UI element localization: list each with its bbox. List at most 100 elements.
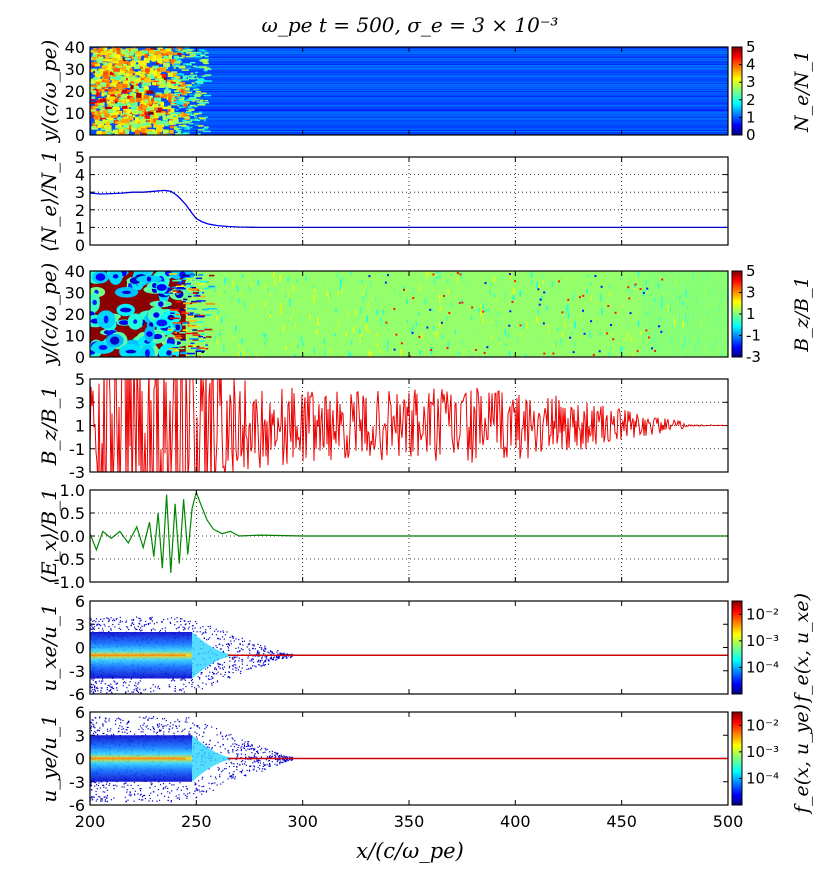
heatmap-cell <box>95 92 100 97</box>
phase-dot <box>158 781 160 783</box>
phase-dot <box>137 793 139 795</box>
phase-dot <box>232 668 234 670</box>
phase-dot <box>130 784 132 786</box>
phase-dot <box>249 765 251 768</box>
heatmap-cell <box>206 287 212 289</box>
phase-dot <box>108 620 110 622</box>
heatmap-cell <box>117 64 123 69</box>
heatmap-cell <box>187 85 195 88</box>
phase-dot <box>197 684 199 686</box>
colorbar-tick-label: 2 <box>746 91 756 109</box>
heatmap-cell <box>232 281 234 289</box>
phase-dot <box>232 751 234 753</box>
phase-dot <box>131 691 133 693</box>
heatmap-cell <box>205 344 209 346</box>
phase-dot <box>220 751 222 754</box>
phase-dot <box>101 798 104 800</box>
phase-dot <box>234 740 236 742</box>
phase-dot <box>268 760 271 762</box>
phase-dot <box>186 721 188 723</box>
phase-dot <box>201 786 203 788</box>
y-tick-label: 10 <box>65 104 85 123</box>
heatmap-cell <box>541 288 544 296</box>
phase-dot <box>190 679 193 682</box>
phase-dot <box>276 651 278 653</box>
phase-dot <box>150 792 152 794</box>
heatmap-cell <box>198 56 202 58</box>
phase-dot <box>144 717 146 719</box>
phase-dot <box>243 763 246 765</box>
heatmap-cell <box>193 84 201 87</box>
phase-dot <box>207 678 210 680</box>
phase-dot <box>108 720 110 722</box>
phase-dot <box>268 659 270 661</box>
phase-dot <box>195 783 197 785</box>
phase-dot <box>283 760 285 762</box>
phase-dot <box>214 744 216 747</box>
heatmap-cell <box>131 59 137 63</box>
heatmap-cell <box>184 87 190 91</box>
phase-dot <box>215 634 217 636</box>
phase-dot <box>228 644 231 646</box>
heatmap-cell <box>91 85 98 88</box>
heatmap-cell <box>658 317 661 321</box>
phase-dot <box>185 785 187 788</box>
heatmap-cell <box>109 90 115 96</box>
heatmap-cell <box>610 346 612 350</box>
heatmap-cell <box>519 290 521 297</box>
heatmap-cell <box>94 70 102 75</box>
heatmap-cell <box>475 354 477 357</box>
heatmap-cell <box>191 86 197 88</box>
phase-dot <box>143 722 145 724</box>
heatmap-cell <box>379 319 382 322</box>
phase-dot <box>284 759 286 761</box>
heatmap-cell <box>168 291 177 294</box>
heatmap-cell <box>115 124 120 129</box>
heatmap-cell <box>160 133 167 135</box>
phase-dot <box>165 785 167 787</box>
phase-dot <box>127 721 130 724</box>
heatmap-cell <box>627 331 629 337</box>
heatmap-cell <box>609 292 611 296</box>
phase-dot <box>162 788 164 790</box>
phase-dot <box>250 747 252 750</box>
heatmap-cell <box>126 99 132 103</box>
colorbar-tick-label: 1 <box>746 108 756 126</box>
heatmap-cell <box>106 125 112 131</box>
heatmap-cell <box>181 90 187 96</box>
phase-dot <box>205 726 207 728</box>
phase-dot <box>212 662 214 664</box>
heatmap-cell <box>181 50 188 53</box>
heatmap-blob <box>146 276 152 282</box>
phase-dot <box>174 685 176 688</box>
phase-dot <box>247 743 249 745</box>
heatmap-cell <box>718 322 721 328</box>
phase-dot <box>226 631 228 633</box>
heatmap-cell <box>279 308 282 315</box>
heatmap-cell <box>687 293 690 298</box>
phase-dot <box>187 621 189 623</box>
phase-dot <box>183 678 185 680</box>
phase-dot <box>266 756 269 758</box>
heatmap-cell <box>480 304 482 311</box>
phase-dot <box>126 723 128 725</box>
heatmap-cell <box>214 284 216 293</box>
heatmap-cell <box>657 283 660 289</box>
phase-dot <box>222 675 224 678</box>
heatmap-cell <box>178 292 181 295</box>
phase-dot <box>132 691 135 693</box>
phase-dot <box>220 731 222 733</box>
heatmap-cell <box>204 74 212 76</box>
heatmap-cell <box>106 111 112 115</box>
phase-dot <box>122 678 124 680</box>
phase-dot <box>93 692 95 694</box>
heatmap-cell <box>116 57 123 61</box>
phase-dot <box>232 636 234 638</box>
phase-dot <box>228 667 230 669</box>
phase-dot <box>142 728 144 731</box>
heatmap-cell <box>406 297 408 305</box>
phase-dot <box>163 731 165 733</box>
heatmap-cell <box>142 71 149 75</box>
heatmap-cell <box>191 300 202 303</box>
heatmap-cell <box>216 315 218 322</box>
